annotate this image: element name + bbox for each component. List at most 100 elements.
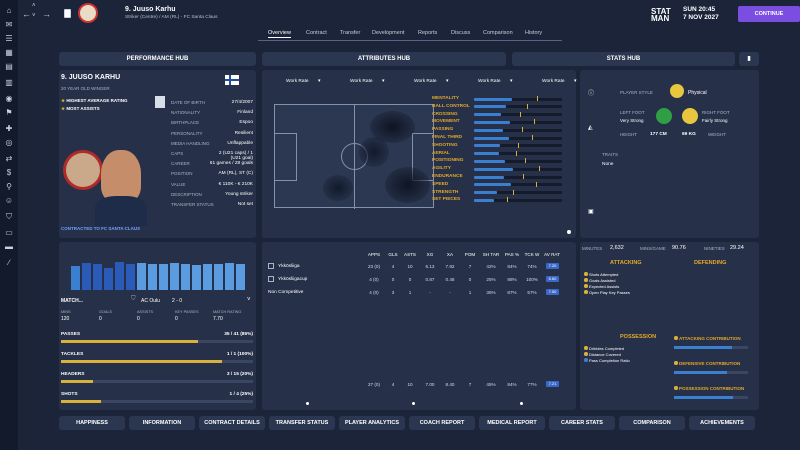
- bottom-tab-button[interactable]: TRANSFER STATUS: [269, 416, 335, 430]
- info-icon[interactable]: [567, 230, 571, 234]
- bottom-tab-button[interactable]: HAPPINESS: [59, 416, 125, 430]
- chevron-down-icon[interactable]: ▾: [318, 78, 321, 84]
- chevron-down-icon[interactable]: ▾: [510, 78, 513, 84]
- bottom-tab-button[interactable]: CAREER STATS: [549, 416, 615, 430]
- forward-icon[interactable]: →: [42, 9, 51, 19]
- chevron-down-icon[interactable]: ▾: [574, 78, 577, 84]
- work-rate-tab[interactable]: Work Rate: [542, 79, 565, 84]
- chevron-down-icon[interactable]: ▾: [382, 78, 385, 84]
- shield-icon[interactable]: ⛉: [6, 212, 12, 221]
- bottom-tab-button[interactable]: PLAYER ANALYTICS: [339, 416, 405, 430]
- performance-hub-button[interactable]: PERFORMANCE HUB: [59, 52, 256, 66]
- stats-table-panel: APPS GLS ASTS XG XA POM SH TAR PAS % TCK W AV RAT…: [262, 242, 576, 410]
- bottom-tab-button[interactable]: COACH REPORT: [409, 416, 475, 430]
- form-bar[interactable]: [214, 264, 223, 290]
- form-bar[interactable]: [203, 263, 212, 290]
- attribute-name: FINAL THIRD: [432, 135, 463, 140]
- bottom-tab-button[interactable]: ACHIEVEMENTS: [689, 416, 755, 430]
- attributes-hub-button[interactable]: ATTRIBUTES HUB: [262, 52, 506, 66]
- match-bar-value: 1 / 1 (100%): [226, 352, 253, 357]
- tab-comparison[interactable]: Comparison: [483, 30, 513, 36]
- form-bar[interactable]: [137, 262, 146, 290]
- work-rate-tab[interactable]: Work Rate: [286, 79, 309, 84]
- tab-history[interactable]: History: [525, 30, 543, 36]
- transfers-icon[interactable]: ⇄: [5, 154, 13, 163]
- competition-name[interactable]: Non Competitive: [268, 290, 304, 295]
- profile-row-label: CAPS: [171, 151, 184, 156]
- attacking-title: ATTACKING: [610, 260, 642, 266]
- world-icon[interactable]: ▬: [5, 242, 13, 251]
- calendar-icon[interactable]: ▥: [5, 78, 13, 87]
- profile-row-label: CAREER: [171, 161, 190, 167]
- club-badge-icon[interactable]: [78, 3, 98, 23]
- form-bar[interactable]: [236, 263, 245, 290]
- score: 2 - 0: [172, 298, 183, 304]
- continue-button[interactable]: CONTINUE: [738, 6, 800, 22]
- nav-divider: [258, 40, 562, 41]
- table-cell: 6.13: [425, 264, 435, 269]
- form-bar[interactable]: [93, 264, 102, 290]
- chevron-up-icon[interactable]: ˄: [32, 3, 36, 9]
- tab-overview[interactable]: Overview: [268, 30, 291, 38]
- competition-name[interactable]: Ykkösliigacup: [278, 277, 308, 282]
- table-cell: 36%: [486, 290, 496, 295]
- tactics-icon[interactable]: ▦: [5, 48, 13, 57]
- data-icon[interactable]: ▤: [5, 62, 13, 71]
- dumbbell-icon: [670, 84, 684, 98]
- work-rate-tab[interactable]: Work Rate: [478, 79, 501, 84]
- page-dot-3[interactable]: [520, 402, 523, 405]
- form-bar[interactable]: [71, 265, 80, 290]
- form-bar[interactable]: [104, 268, 113, 290]
- chevron-down-icon[interactable]: ▾: [446, 78, 449, 84]
- tab-contract[interactable]: Contract: [306, 30, 327, 36]
- staff-icon[interactable]: ☺: [4, 196, 14, 205]
- form-bar[interactable]: [126, 263, 135, 290]
- form-bar[interactable]: [82, 262, 91, 290]
- match-bar-label: TACKLES: [61, 352, 84, 357]
- page-dot-2[interactable]: [412, 402, 415, 405]
- chevron-down-icon[interactable]: ˅: [32, 13, 36, 19]
- chevron-down-icon[interactable]: ˅: [247, 297, 251, 303]
- attribute-name: SHOOTING: [432, 142, 458, 148]
- bottom-tab-button[interactable]: COMPARISON: [619, 416, 685, 430]
- medical-icon[interactable]: ✚: [5, 124, 13, 133]
- bottom-tab-button[interactable]: CONTRACT DETAILS: [199, 416, 265, 430]
- form-bar[interactable]: [225, 262, 234, 290]
- competition-name[interactable]: Ykkösliiga: [278, 264, 300, 269]
- bottom-tab-button[interactable]: INFORMATION: [129, 416, 195, 430]
- competition-icon[interactable]: ▭: [5, 228, 13, 237]
- club-icon[interactable]: ◉: [5, 94, 13, 103]
- inbox-icon[interactable]: ✉: [5, 20, 13, 29]
- tab-discuss[interactable]: Discuss: [451, 30, 471, 36]
- tab-reports[interactable]: Reports: [418, 30, 438, 36]
- finance-icon[interactable]: $: [6, 168, 12, 177]
- form-bar[interactable]: [192, 264, 201, 290]
- form-bar[interactable]: [181, 264, 190, 290]
- tab-transfer[interactable]: Transfer: [340, 30, 361, 36]
- attribute-marker: [522, 127, 524, 133]
- info-icon-2[interactable]: ⓘ: [588, 91, 595, 97]
- attribute-name: AERIAL: [432, 150, 450, 156]
- page-dot-1[interactable]: [306, 402, 309, 405]
- notes-icon[interactable]: ∕: [8, 258, 10, 267]
- tab-development[interactable]: Development: [372, 30, 405, 36]
- home-icon[interactable]: ⌂: [6, 6, 12, 15]
- form-bar[interactable]: [159, 263, 168, 290]
- attribute-marker: [507, 197, 509, 203]
- stats-hub-button[interactable]: STATS HUB: [512, 52, 735, 66]
- form-bar[interactable]: [115, 262, 124, 290]
- bottom-tab-button[interactable]: MEDICAL REPORT: [479, 416, 545, 430]
- match-dropdown-label[interactable]: MATCH...: [61, 298, 83, 304]
- attribute-bar-track: [474, 105, 562, 109]
- work-rate-tab[interactable]: Work Rate: [414, 79, 437, 84]
- back-icon[interactable]: ←: [22, 9, 31, 19]
- work-rate-tab[interactable]: Work Rate: [350, 79, 373, 84]
- training-icon[interactable]: ⚑: [5, 108, 13, 117]
- form-bar[interactable]: [170, 263, 179, 290]
- right-foot-label: RIGHT FOOT: [702, 110, 730, 115]
- form-bar[interactable]: [148, 264, 157, 290]
- search-icon[interactable]: ⚲: [6, 182, 12, 191]
- delete-icon[interactable]: ▮: [739, 52, 759, 66]
- squad-icon[interactable]: ☰: [5, 34, 13, 43]
- scouting-icon[interactable]: ◎: [5, 138, 13, 147]
